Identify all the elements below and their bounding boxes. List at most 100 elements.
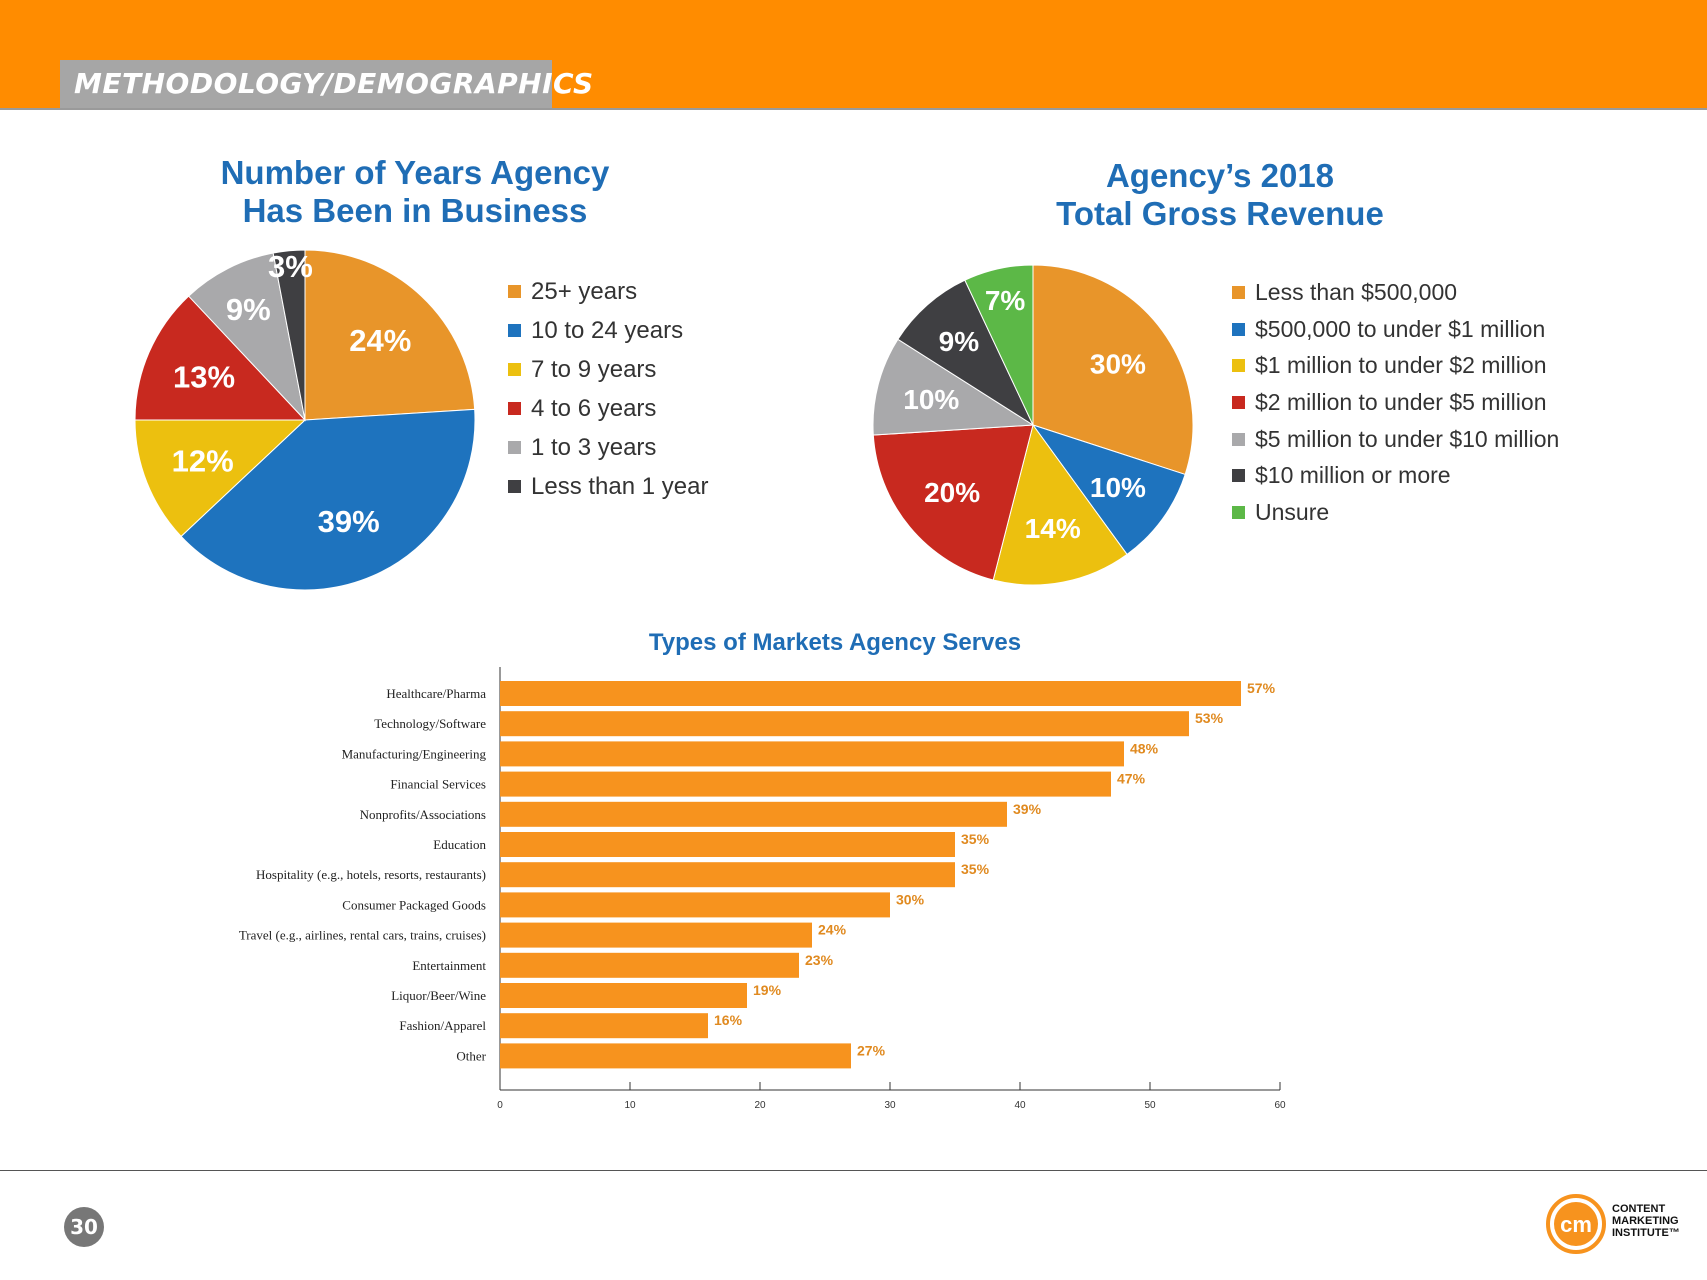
- legend-swatch: [508, 363, 521, 376]
- value-label-other: 27%: [857, 1042, 886, 1058]
- legend-label: $1 million to under $2 million: [1255, 352, 1547, 379]
- footer-divider: [0, 1170, 1707, 1171]
- pie1-label-less-than-1-year: 3%: [268, 249, 313, 284]
- value-label-education: 35%: [961, 831, 990, 847]
- bar-education: [500, 832, 955, 857]
- value-label-nonprofits-associations: 39%: [1013, 801, 1042, 817]
- pie2-label-10-million-or-more: 9%: [939, 326, 980, 357]
- category-label-hospitality-e-g-hotels-resorts-restaurants: Hospitality (e.g., hotels, resorts, rest…: [256, 867, 486, 882]
- pie2-slice-2-million-to-under-5-million: [872, 424, 1034, 581]
- bar-hospitality-e-g-hotels-resorts-restaurants: [500, 862, 955, 888]
- pie1-slice-10-to-24-years: [180, 408, 476, 591]
- legend-swatch: [1232, 359, 1245, 373]
- pie2-slice-5-million-to-under-10-million: [872, 338, 1035, 436]
- category-label-healthcare-pharma: Healthcare/Pharma: [386, 686, 486, 701]
- logo-word-2: MARKETING: [1612, 1215, 1679, 1227]
- header-divider: [0, 108, 1707, 110]
- legend-label: Less than 1 year: [531, 472, 709, 500]
- pie2-label-less-than-500-000: 30%: [1090, 348, 1146, 379]
- x-tick-label-60: 60: [1274, 1100, 1286, 1111]
- pie1-label-7-to-9-years: 12%: [172, 444, 234, 479]
- logo-word-3: INSTITUTE™: [1612, 1227, 1680, 1239]
- years-legend: 25+ years 10 to 24 years 7 to 9 years 4 to …: [508, 272, 708, 506]
- legend-item-500-000-to-under-1-million: $500,000 to under $1 million: [1232, 311, 1559, 348]
- x-tick-label-40: 40: [1014, 1100, 1026, 1111]
- legend-item-unsure: Unsure: [1232, 494, 1559, 531]
- bar-nonprofits-associations: [500, 801, 1007, 827]
- pie2-label-1-million-to-under-2-million: 14%: [1025, 513, 1081, 544]
- legend-swatch: [508, 480, 521, 493]
- cmi-logo-icon: cm: [1546, 1194, 1606, 1254]
- pie2-slice-500-000-to-under-1-million: [1031, 424, 1186, 556]
- pie1-label-10-to-24-years: 39%: [318, 504, 380, 539]
- legend-label: $2 million to under $5 million: [1255, 388, 1547, 415]
- legend-swatch: [1232, 395, 1245, 409]
- pie1-label-4-to-6-years: 13%: [173, 360, 235, 395]
- legend-label: 1 to 3 years: [531, 433, 657, 461]
- category-label-education: Education: [433, 837, 486, 852]
- pie2-slice-unsure: [964, 264, 1034, 426]
- legend-swatch: [508, 441, 521, 454]
- bar-other: [500, 1043, 851, 1069]
- legend-item-4-to-6-years: 4 to 6 years: [508, 389, 708, 428]
- value-label-manufacturing-engineering: 48%: [1130, 740, 1159, 756]
- x-tick-label-0: 0: [497, 1100, 503, 1111]
- pie1-label-25-years: 24%: [349, 323, 411, 358]
- value-label-fashion-apparel: 16%: [714, 1012, 743, 1028]
- legend-swatch: [1232, 432, 1245, 446]
- legend-label: $500,000 to under $1 million: [1255, 315, 1546, 342]
- revenue-title-line2: Total Gross Revenue: [1056, 195, 1384, 232]
- bar-consumer-packaged-goods: [500, 892, 890, 918]
- legend-item-25-years: 25+ years: [508, 272, 708, 311]
- pie2-label-5-million-to-under-10-million: 10%: [903, 384, 959, 415]
- page-number-badge: 30: [64, 1207, 104, 1247]
- legend-swatch: [1232, 322, 1245, 336]
- x-tick-label-50: 50: [1144, 1100, 1156, 1111]
- pie2-label-500-000-to-under-1-million: 10%: [1090, 472, 1146, 503]
- value-label-entertainment: 23%: [805, 952, 834, 968]
- legend-item-1-to-3-years: 1 to 3 years: [508, 428, 708, 467]
- pie1-slice-4-to-6-years: [134, 295, 307, 421]
- x-tick-label-30: 30: [884, 1100, 896, 1111]
- pie2-slice-1-million-to-under-2-million: [992, 423, 1128, 586]
- category-label-nonprofits-associations: Nonprofits/Associations: [360, 807, 486, 822]
- legend-swatch: [508, 324, 521, 337]
- bar-technology-software: [500, 711, 1189, 737]
- value-label-liquor-beer-wine: 19%: [753, 982, 782, 998]
- x-tick-label-10: 10: [624, 1100, 636, 1111]
- bar-fashion-apparel: [500, 1013, 708, 1039]
- logo-mark-text: cm: [1560, 1212, 1592, 1237]
- category-label-financial-services: Financial Services: [390, 777, 486, 792]
- gross-revenue-title: Agency’s 2018 Total Gross Revenue: [960, 157, 1480, 233]
- value-label-travel-e-g-airlines-rental-cars-trains-cruises: 24%: [818, 922, 847, 938]
- value-label-technology-software: 53%: [1195, 710, 1224, 726]
- legend-item-less-than-500-000: Less than $500,000: [1232, 274, 1559, 311]
- years-title-line2: Has Been in Business: [242, 192, 588, 229]
- revenue-title-line1: Agency’s 2018: [1105, 157, 1335, 194]
- legend-swatch: [508, 285, 521, 298]
- pie2-slice-10-million-or-more: [897, 279, 1035, 427]
- legend-item-2-million-to-under-5-million: $2 million to under $5 million: [1232, 384, 1559, 421]
- legend-label: Less than $500,000: [1255, 278, 1458, 305]
- category-label-entertainment: Entertainment: [412, 958, 486, 973]
- bar-travel-e-g-airlines-rental-cars-trains-cruises: [500, 922, 812, 948]
- logo-word-1: CONTENT: [1612, 1203, 1666, 1215]
- pie1-slice-1-to-3-years: [187, 252, 306, 422]
- legend-label: $5 million to under $10 million: [1255, 425, 1560, 452]
- category-label-liquor-beer-wine: Liquor/Beer/Wine: [391, 988, 486, 1003]
- value-label-hospitality-e-g-hotels-resorts-restaurants: 35%: [961, 861, 990, 877]
- legend-swatch: [1232, 285, 1245, 299]
- legend-item-7-to-9-years: 7 to 9 years: [508, 350, 708, 389]
- category-label-consumer-packaged-goods: Consumer Packaged Goods: [342, 897, 486, 912]
- pie1-slice-less-than-1-year: [272, 249, 306, 421]
- category-label-travel-e-g-airlines-rental-cars-trains-cruises: Travel (e.g., airlines, rental cars, tra…: [239, 928, 486, 943]
- legend-label: $10 million or more: [1255, 462, 1451, 489]
- legend-swatch: [508, 402, 521, 415]
- legend-label: Unsure: [1255, 498, 1330, 525]
- cmi-wordmark: CONTENT MARKETING INSTITUTE™: [1612, 1203, 1702, 1239]
- category-label-technology-software: Technology/Software: [374, 716, 486, 731]
- value-label-financial-services: 47%: [1117, 771, 1146, 787]
- years-title-line1: Number of Years Agency: [220, 154, 610, 191]
- value-label-healthcare-pharma: 57%: [1247, 680, 1276, 696]
